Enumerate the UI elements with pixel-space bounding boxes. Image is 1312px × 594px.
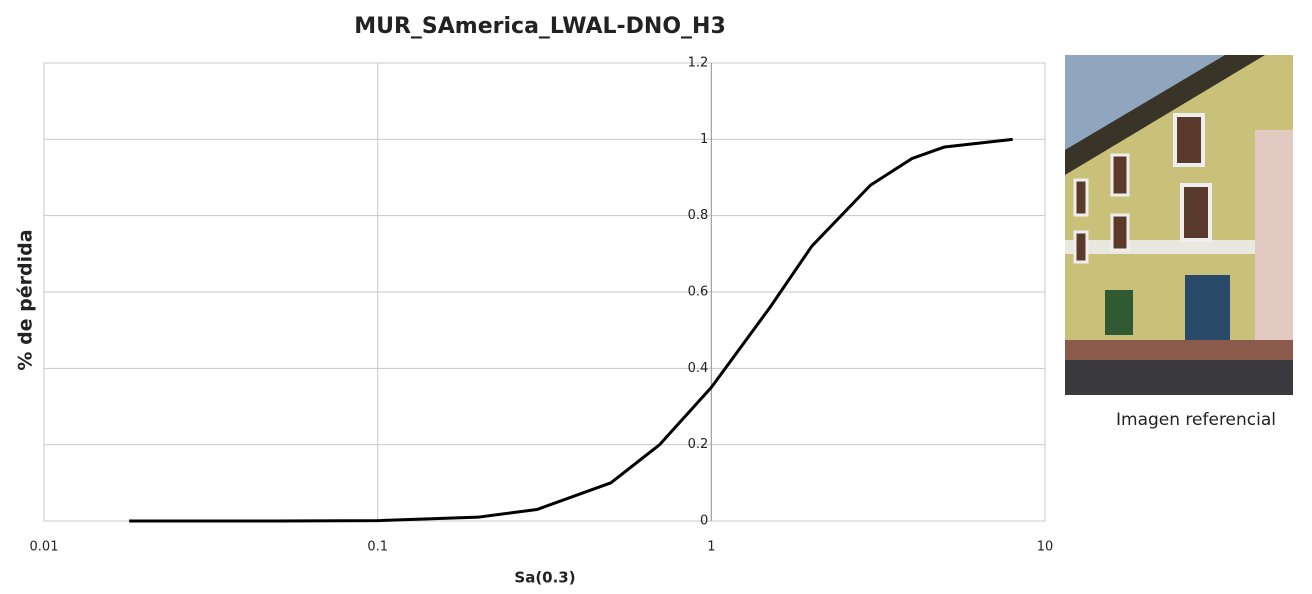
y-tick-label: 0 [700, 514, 708, 529]
y-tick-label: 0.2 [688, 437, 709, 452]
chart-title: MUR_SAmerica_LWAL-DNO_H3 [354, 14, 726, 39]
y-tick-label: 1 [700, 132, 708, 147]
reference-photo [1065, 55, 1293, 395]
y-tick-label: 0.8 [688, 208, 709, 223]
data-line [129, 137, 1013, 523]
y-tick-label: 0.4 [688, 361, 709, 376]
y-tick-label: 1.2 [688, 56, 709, 71]
y-tick-label: 0.6 [688, 285, 709, 300]
x-tick-label: 1 [707, 540, 715, 555]
x-tick-label: 0.1 [367, 540, 388, 555]
x-axis-label: Sa(0.3) [514, 569, 575, 587]
y-axis-label: % de pérdida [15, 229, 37, 370]
image-caption: Imagen referencial [1116, 410, 1276, 430]
x-tick-label: 10 [1037, 540, 1054, 555]
x-tick-label: 0.01 [30, 540, 59, 555]
